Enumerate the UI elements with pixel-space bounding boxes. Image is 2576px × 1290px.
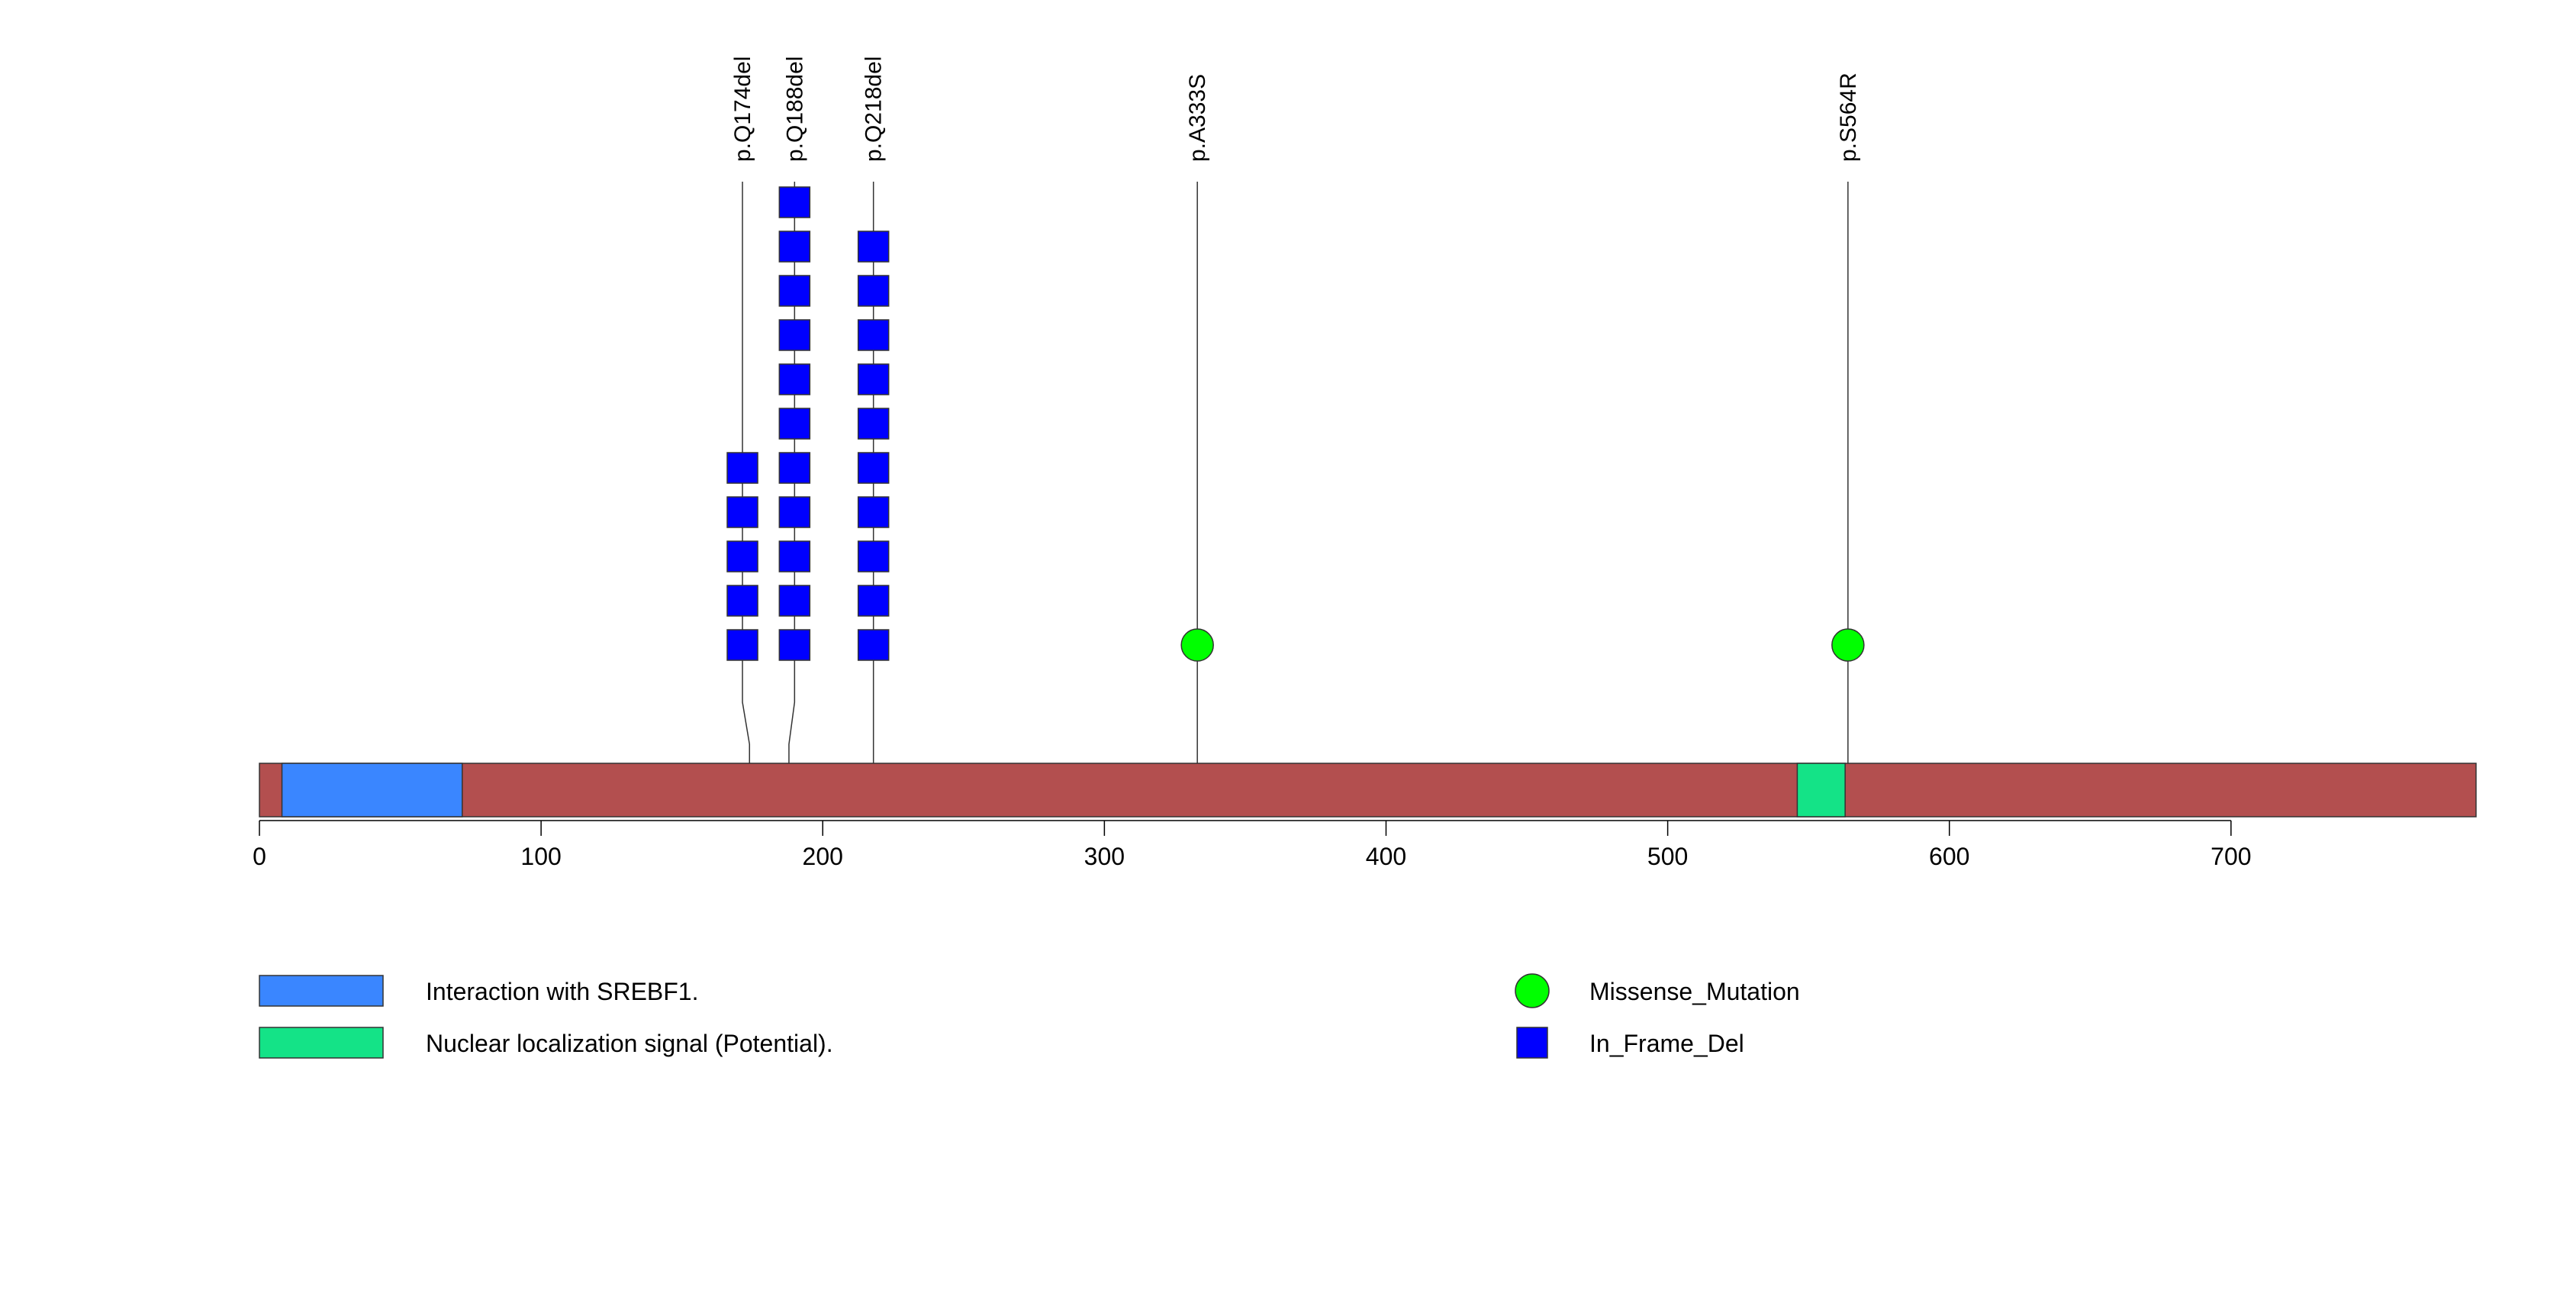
domain-legend-swatch: [259, 1027, 384, 1059]
in-frame-del-marker: [857, 496, 890, 528]
in-frame-del-marker: [778, 408, 811, 440]
x-tick-label: 400: [1366, 843, 1406, 870]
mutation-label: p.A333S: [1185, 74, 1210, 162]
domain-legend-swatch: [259, 975, 384, 1007]
legend-circle-icon: [1515, 973, 1550, 1008]
in-frame-del-marker: [778, 275, 811, 307]
mutation-label: p.Q174del: [730, 56, 755, 162]
in-frame-del-marker: [778, 496, 811, 528]
in-frame-del-marker: [726, 452, 758, 484]
in-frame-del-marker: [778, 452, 811, 484]
x-axis: 0 100 200 300 400 500 600 700: [253, 820, 2252, 870]
x-tick-label: 0: [253, 843, 266, 870]
in-frame-del-marker: [857, 408, 890, 440]
in-frame-del-marker: [857, 363, 890, 395]
x-tick-label: 300: [1084, 843, 1125, 870]
mutation-type-legend-label: In_Frame_Del: [1589, 1030, 1744, 1057]
domain-legend-label: Nuclear localization signal (Potential).: [426, 1030, 833, 1057]
mutation-label: p.S564R: [1836, 73, 1861, 162]
domain-legend-label: Interaction with SREBF1.: [426, 978, 698, 1005]
domain-2: [1796, 763, 1846, 818]
legend-square-icon: [1516, 1027, 1548, 1059]
x-tick-label: 700: [2211, 843, 2251, 870]
mutation-labels: p.Q174del p.Q188del p.Q218del p.A333S p.S564…: [730, 56, 1861, 162]
mutation-markers: [726, 186, 1865, 662]
mutation-label: p.Q218del: [861, 56, 887, 162]
in-frame-del-marker: [857, 319, 890, 351]
domain-1: [281, 763, 463, 818]
in-frame-del-marker: [778, 363, 811, 395]
protein-backbone: [259, 763, 2477, 818]
in-frame-del-marker: [857, 275, 890, 307]
x-tick-label: 100: [520, 843, 561, 870]
mutation-type-legend-label: Missense_Mutation: [1589, 978, 1800, 1005]
missense-marker: [1831, 628, 1865, 662]
in-frame-del-marker: [857, 540, 890, 572]
legend: Interaction with SREBF1. Nuclear localiza…: [259, 973, 1800, 1059]
missense-marker: [1180, 628, 1214, 662]
in-frame-del-marker: [726, 585, 758, 617]
protein-backbone-layer: [259, 763, 2477, 818]
x-tick-label: 600: [1929, 843, 1969, 870]
in-frame-del-marker: [778, 629, 811, 661]
in-frame-del-marker: [726, 540, 758, 572]
in-frame-del-marker: [778, 231, 811, 263]
in-frame-del-marker: [778, 319, 811, 351]
in-frame-del-marker: [778, 186, 811, 218]
in-frame-del-marker: [778, 540, 811, 572]
x-tick-label: 200: [803, 843, 843, 870]
mutation-label: p.Q188del: [782, 56, 807, 162]
mutation-stems: [742, 182, 1849, 817]
in-frame-del-marker: [726, 629, 758, 661]
x-tick-label: 500: [1647, 843, 1688, 870]
in-frame-del-marker: [857, 231, 890, 263]
in-frame-del-marker: [857, 585, 890, 617]
in-frame-del-marker: [857, 452, 890, 484]
in-frame-del-marker: [726, 496, 758, 528]
in-frame-del-marker: [778, 585, 811, 617]
in-frame-del-marker: [857, 629, 890, 661]
